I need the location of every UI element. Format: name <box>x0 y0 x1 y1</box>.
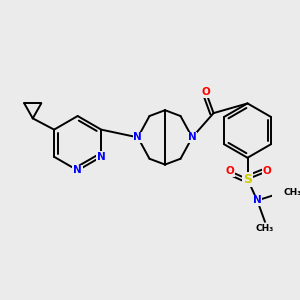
Text: N: N <box>73 165 82 176</box>
Text: S: S <box>243 172 252 186</box>
Text: N: N <box>253 196 262 206</box>
Text: CH₃: CH₃ <box>284 188 300 197</box>
Text: N: N <box>188 132 197 142</box>
Text: N: N <box>97 152 106 162</box>
Text: N: N <box>134 132 142 142</box>
Text: O: O <box>262 167 271 176</box>
Text: O: O <box>201 87 210 97</box>
Text: O: O <box>226 167 234 176</box>
Text: CH₃: CH₃ <box>256 224 274 233</box>
